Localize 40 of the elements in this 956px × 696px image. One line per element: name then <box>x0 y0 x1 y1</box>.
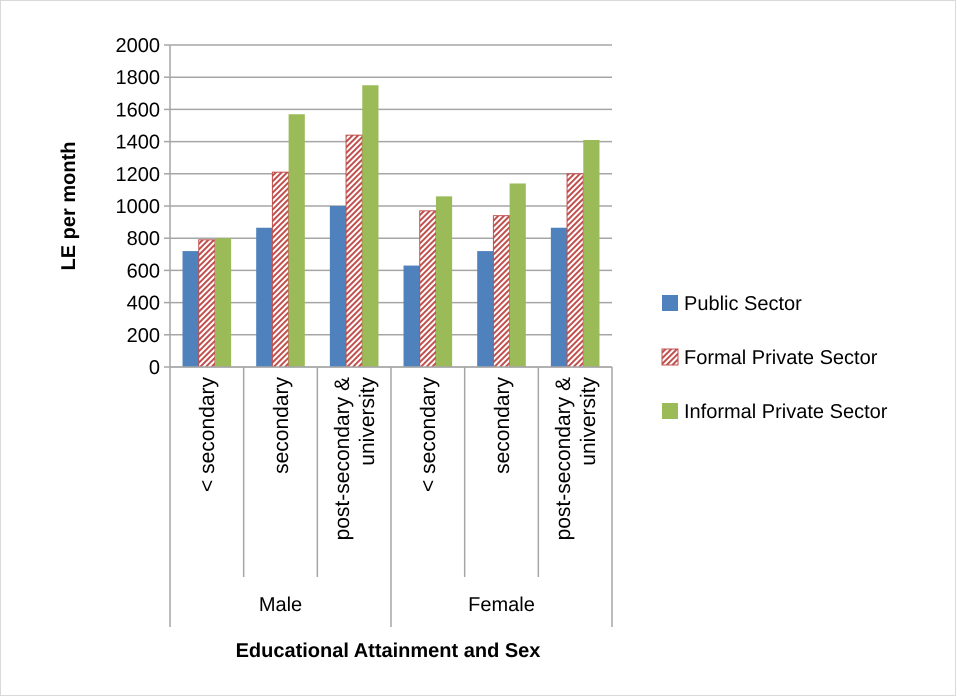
x-tick-label: < secondary <box>196 376 220 492</box>
bar <box>510 183 526 367</box>
y-tick-label: 200 <box>126 324 160 347</box>
bar <box>477 251 494 367</box>
bar <box>583 140 600 367</box>
bar <box>362 85 378 367</box>
y-tick-label: 1800 <box>116 67 160 90</box>
bar <box>419 210 436 368</box>
legend-label: Informal Private Sector <box>684 401 888 423</box>
bar <box>330 206 346 367</box>
bar <box>198 239 216 368</box>
x-tick-label: secondary <box>270 376 293 474</box>
bar <box>404 266 420 367</box>
y-tick-label: 0 <box>148 357 160 379</box>
y-tick-label: 1000 <box>116 196 160 218</box>
bar <box>256 228 272 367</box>
bar <box>492 215 510 368</box>
y-tick-label: 800 <box>126 228 160 250</box>
legend-label: Formal Private Sector <box>684 347 878 369</box>
x-tick-label: < secondary <box>417 376 440 492</box>
y-tick-label: 400 <box>126 292 160 315</box>
legend-label: Public Sector <box>684 293 802 315</box>
x-tick-label: secondary <box>490 376 514 474</box>
text: Male <box>258 594 302 616</box>
bar <box>214 238 232 367</box>
y-tick-label: 2000 <box>116 35 160 57</box>
y-tick-label: 1600 <box>116 99 160 122</box>
bar <box>182 251 199 367</box>
bar <box>566 173 584 368</box>
bar <box>272 172 290 368</box>
text: Female <box>468 594 535 616</box>
x-axis-title: Educational Attainment and Sex <box>236 640 540 662</box>
y-axis-title: LE per month <box>58 142 80 270</box>
y-tick-label: 600 <box>126 260 160 282</box>
y-tick-label: 1200 <box>116 164 160 186</box>
bar <box>288 114 305 367</box>
bar <box>550 228 568 367</box>
y-tick-label: 1400 <box>116 132 160 154</box>
bar <box>436 196 452 367</box>
bar <box>346 134 363 368</box>
